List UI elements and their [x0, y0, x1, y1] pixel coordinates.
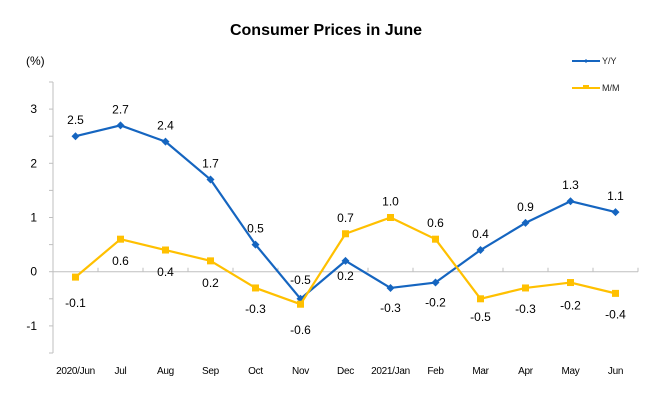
- y-axis-unit: (%): [26, 54, 45, 68]
- data-point-y-y: [521, 218, 530, 227]
- legend-label-m-m: M/M: [602, 83, 620, 93]
- legend-label-y-y: Y/Y: [602, 56, 617, 66]
- x-tick-label: Oct: [248, 366, 263, 377]
- data-label-y-y: 0.4: [472, 227, 489, 241]
- x-tick-label: Feb: [427, 366, 444, 377]
- data-point-y-y: [206, 175, 215, 184]
- x-tick-label: Dec: [337, 366, 354, 377]
- legend-item-y-y: Y/Y: [572, 56, 617, 66]
- data-point-m-m: [72, 273, 79, 281]
- data-point-m-m: [252, 284, 259, 292]
- data-label-m-m: 0.7: [337, 211, 354, 225]
- data-point-y-y: [161, 137, 170, 146]
- data-point-m-m: [612, 289, 619, 297]
- data-label-m-m: 0.6: [427, 216, 444, 230]
- series-group: [71, 121, 620, 308]
- data-label-m-m: -0.1: [65, 296, 86, 310]
- data-label-m-m: 0.2: [202, 276, 219, 290]
- data-label-y-y: 0.9: [517, 200, 534, 214]
- legend-marker-y-y: [584, 59, 588, 63]
- data-point-m-m: [567, 279, 574, 287]
- data-label-y-y: 0.2: [337, 269, 354, 283]
- data-label-m-m: -0.3: [245, 302, 266, 316]
- x-tick-label: 2020/Jun: [56, 366, 95, 377]
- data-label-m-m: 1.0: [382, 195, 399, 209]
- data-point-y-y: [476, 246, 485, 255]
- data-labels: 2.5 2.7 2.4 1.7 0.5 -0.5 0.2 -0.3 -0.2 0.4 0.9 1.3 1…: [65, 102, 626, 337]
- x-tick-label: Jun: [608, 366, 623, 377]
- x-tick-label: Sep: [202, 366, 220, 377]
- data-label-y-y: 2.5: [67, 113, 84, 127]
- data-point-m-m: [432, 235, 439, 243]
- x-tick-label: 2021/Jan: [371, 366, 410, 377]
- y-tick-label: 3: [30, 102, 37, 116]
- data-label-y-y: 1.1: [607, 189, 624, 203]
- data-point-y-y: [116, 121, 125, 130]
- y-tick-label: 2: [30, 156, 37, 170]
- data-label-y-y: -0.2: [425, 296, 446, 310]
- data-point-m-m: [297, 300, 304, 308]
- data-point-y-y: [611, 208, 620, 217]
- y-tick-label: 1: [30, 211, 37, 225]
- y-tick-label: -1: [26, 319, 37, 333]
- legend-marker-m-m: [583, 85, 589, 89]
- data-label-m-m: -0.6: [290, 323, 311, 337]
- x-tick-label: Nov: [292, 366, 309, 377]
- data-label-m-m: -0.3: [515, 302, 536, 316]
- x-tick-label: Aug: [157, 366, 174, 377]
- data-label-y-y: 0.5: [247, 222, 264, 236]
- legend-item-m-m: M/M: [572, 83, 620, 93]
- data-point-m-m: [207, 257, 214, 265]
- data-point-y-y: [431, 278, 440, 287]
- legend: Y/Y M/M: [572, 56, 620, 93]
- data-label-m-m: -0.2: [560, 299, 581, 313]
- x-tick-label: Mar: [472, 366, 489, 377]
- data-point-m-m: [387, 214, 394, 221]
- y-tick-label: 0: [30, 265, 37, 279]
- data-label-m-m: 0.6: [112, 254, 129, 268]
- data-point-m-m: [477, 295, 484, 303]
- data-point-m-m: [117, 235, 124, 243]
- data-label-y-y: -0.3: [380, 301, 401, 315]
- x-tick-label: May: [562, 366, 580, 377]
- y-tick-labels: 3 2 1 0 -1: [26, 102, 37, 333]
- data-label-m-m: -0.4: [605, 307, 626, 321]
- data-label-y-y: 1.3: [562, 178, 579, 192]
- x-tick-labels: 2020/Jun Jul Aug Sep Oct Nov Dec 2021/Jan Feb Mar…: [56, 366, 623, 377]
- data-point-y-y: [341, 256, 350, 265]
- data-point-m-m: [522, 284, 529, 292]
- data-label-y-y: 2.4: [157, 119, 174, 133]
- data-label-m-m: -0.5: [470, 310, 491, 324]
- data-point-y-y: [251, 240, 260, 249]
- data-label-y-y: -0.5: [290, 273, 311, 287]
- data-label-m-m: 0.4: [157, 265, 174, 279]
- chart-title: Consumer Prices in June: [230, 22, 422, 39]
- data-point-y-y: [386, 283, 395, 292]
- data-label-y-y: 1.7: [202, 157, 219, 171]
- x-tick-label: Jul: [115, 366, 127, 377]
- data-label-y-y: 2.7: [112, 102, 129, 116]
- data-point-m-m: [342, 230, 349, 238]
- data-point-y-y: [71, 132, 80, 141]
- data-point-m-m: [162, 246, 169, 254]
- data-point-y-y: [566, 197, 575, 206]
- x-tick-label: Apr: [518, 366, 534, 377]
